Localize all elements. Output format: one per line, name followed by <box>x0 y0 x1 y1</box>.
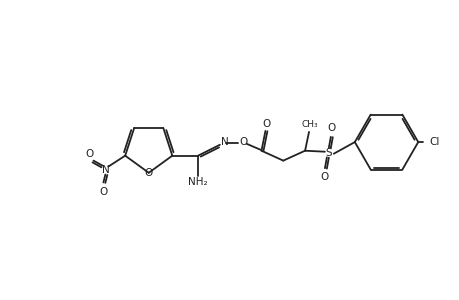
Text: Cl: Cl <box>428 137 438 147</box>
Text: N: N <box>220 137 228 147</box>
Text: O: O <box>99 187 107 197</box>
Text: CH₃: CH₃ <box>301 121 318 130</box>
Text: S: S <box>325 148 331 158</box>
Text: N: N <box>101 164 109 175</box>
Text: O: O <box>320 172 328 182</box>
Text: O: O <box>144 168 152 178</box>
Text: NH₂: NH₂ <box>188 177 207 188</box>
Text: O: O <box>327 123 335 133</box>
Text: O: O <box>262 119 270 129</box>
Text: O: O <box>239 137 247 147</box>
Text: O: O <box>85 149 94 159</box>
